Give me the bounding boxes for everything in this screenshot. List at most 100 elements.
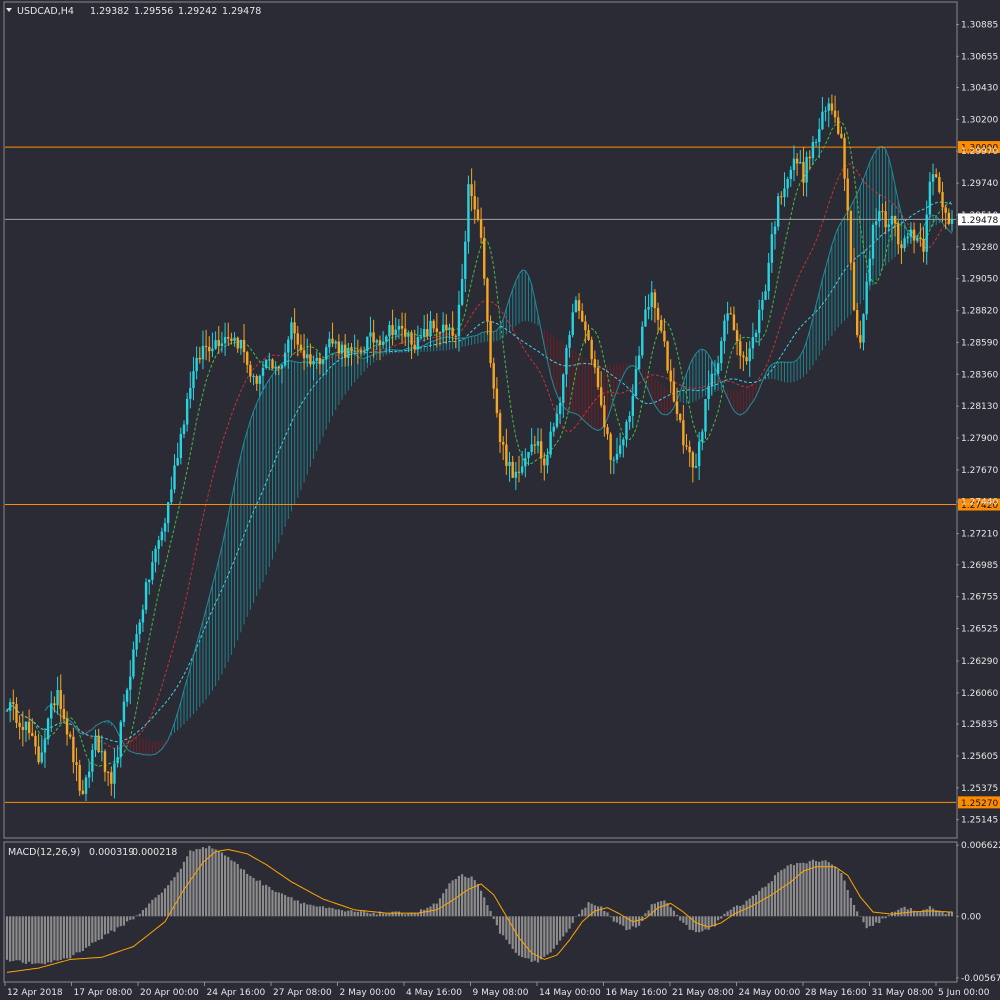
price-tick-label: 1.29280 <box>961 243 998 253</box>
macd-bar <box>720 916 723 919</box>
macd-bar <box>132 916 135 920</box>
candle-body <box>571 312 574 336</box>
candle-body <box>65 718 69 735</box>
macd-bar <box>233 861 236 917</box>
macd-bar <box>394 911 397 917</box>
macd-name: MACD(12,26,9) <box>8 847 80 858</box>
dropdown-triangle-icon[interactable] <box>6 8 12 12</box>
macd-bar <box>84 916 88 948</box>
macd-bar <box>543 916 546 957</box>
level-tag-label: 1.25270 <box>961 799 998 809</box>
macd-bar <box>666 903 669 917</box>
candle-body <box>148 579 151 583</box>
price-tick-label: 1.30430 <box>961 84 998 94</box>
macd-bar <box>347 910 350 917</box>
candle-body <box>21 726 25 730</box>
candle-body <box>612 459 616 461</box>
candle-body <box>486 278 489 322</box>
macd-bar <box>486 905 489 917</box>
candle-body <box>438 331 442 333</box>
candle-body <box>675 401 679 415</box>
candle-body <box>590 339 593 360</box>
candle-body <box>277 366 281 369</box>
candle-body <box>337 341 341 354</box>
candle-body <box>660 319 663 331</box>
macd-bar <box>732 906 736 917</box>
macd-bar <box>107 916 110 934</box>
candle-body <box>318 358 322 365</box>
candle-body <box>315 358 318 361</box>
macd-bar <box>293 900 296 917</box>
candle-body <box>723 320 726 342</box>
macd-bar <box>609 916 612 918</box>
candle-body <box>704 399 707 432</box>
macd-bar <box>337 909 340 917</box>
macd-bar <box>780 870 783 917</box>
macd-tick-label: 0.00 <box>961 912 981 922</box>
candle-body <box>947 212 951 224</box>
horizontal-levels: 1.30000 1.27420 1.25270 <box>5 141 1000 809</box>
candle-body <box>808 156 811 159</box>
candle-body <box>606 427 609 435</box>
macd-bar <box>546 916 549 955</box>
candle-body <box>938 177 941 193</box>
macd-bar <box>875 916 878 923</box>
time-tick-label: 27 Apr 08:00 <box>273 988 332 998</box>
price-tick-label: 1.30200 <box>961 115 998 125</box>
candle-body <box>871 224 875 259</box>
candle-body <box>78 764 81 791</box>
candle-body <box>422 329 426 337</box>
macd-bar <box>802 862 805 917</box>
macd-main-value: 0.000319 <box>89 847 134 858</box>
macd-bar <box>584 907 587 917</box>
level-tag <box>958 796 1000 809</box>
candle-body <box>208 346 211 352</box>
candle-body <box>776 196 780 227</box>
candle-body <box>909 229 913 237</box>
price-tick-label: 1.26290 <box>961 657 998 667</box>
candle-body <box>119 721 122 758</box>
macd-bar <box>236 863 239 917</box>
candle-body <box>236 337 239 349</box>
macd-bar <box>331 908 334 917</box>
candle-body <box>641 326 644 356</box>
macd-bar <box>59 916 62 960</box>
price-panel: 1.30000 1.27420 1.25270 <box>3 1 1000 839</box>
candle-body <box>170 489 173 503</box>
macd-bar <box>53 916 56 961</box>
macd-axis: 0.006622 0.00 -0.005674 <box>956 841 1000 984</box>
candle-body <box>157 540 160 549</box>
candle-body <box>359 350 363 353</box>
candle-body <box>587 330 590 340</box>
candle-body <box>837 117 840 134</box>
macd-bar <box>359 911 363 917</box>
candle-body <box>46 718 50 740</box>
macd-bar <box>391 911 394 917</box>
macd-bar <box>382 913 385 917</box>
macd-bar <box>265 884 268 917</box>
price-tick-label: 1.26985 <box>961 561 998 571</box>
macd-bar <box>679 916 682 921</box>
indicator-lines <box>6 121 953 768</box>
macd-bar <box>154 897 157 917</box>
macd-bar <box>135 915 138 917</box>
candle-body <box>334 341 337 344</box>
candle-body <box>748 348 751 362</box>
time-tick-label: 5 Jun 00:00 <box>938 988 990 998</box>
macd-bar <box>261 885 265 917</box>
macd-bar <box>255 880 258 917</box>
macd-bar <box>448 883 451 917</box>
macd-bar <box>413 912 416 917</box>
macd-bar <box>277 892 280 917</box>
macd-bar <box>242 869 246 917</box>
candle-body <box>726 313 729 321</box>
candle-body <box>154 548 157 563</box>
macd-bar <box>388 913 391 917</box>
macd-bar <box>141 910 145 917</box>
candle-body <box>628 415 631 422</box>
candle-body <box>631 395 634 416</box>
macd-bar <box>625 916 628 931</box>
candle-body <box>934 174 938 178</box>
open-value: 1.29382 <box>90 6 129 17</box>
candle-body <box>280 365 284 369</box>
